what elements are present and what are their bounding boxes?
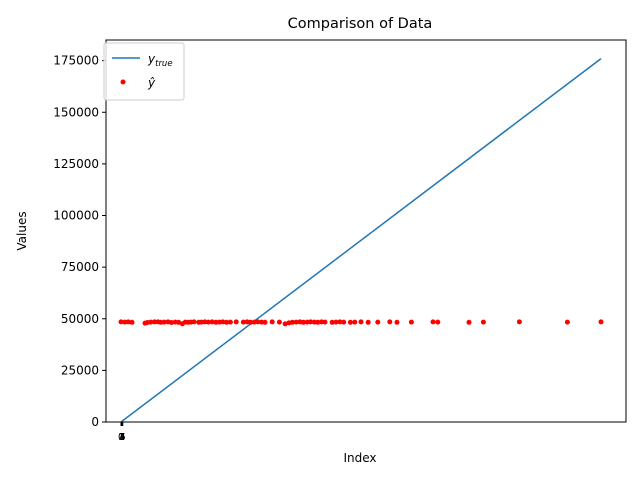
data-point-y-hat — [358, 319, 364, 325]
data-point-y-hat — [205, 319, 211, 325]
data-point-y-hat — [282, 321, 288, 327]
data-point-y-hat — [148, 319, 154, 325]
data-point-y-hat — [352, 319, 358, 325]
data-point-y-hat — [375, 319, 381, 325]
y-tick-label: 50000 — [61, 312, 99, 326]
data-point-y-hat — [161, 319, 167, 325]
data-point-y-hat — [394, 319, 400, 325]
data-point-y-hat — [293, 319, 299, 325]
data-point-y-hat — [269, 319, 275, 325]
x-tick-label: 5 — [120, 432, 126, 443]
data-point-y-hat — [233, 319, 239, 325]
data-point-y-hat — [129, 319, 135, 325]
y-tick-label: 150000 — [53, 105, 99, 119]
data-point-y-hat — [118, 319, 124, 325]
y-tick-label: 100000 — [53, 209, 99, 223]
data-point-y-hat — [466, 319, 472, 325]
data-point-y-hat — [262, 319, 268, 325]
data-point-y-hat — [276, 319, 282, 325]
x-tick-label: 0 — [118, 432, 124, 443]
data-point-y-hat — [564, 319, 570, 325]
series-line-y-true — [120, 58, 602, 423]
data-point-y-hat — [240, 319, 246, 325]
legend-box — [103, 42, 185, 101]
chart-title: Comparison of Data — [288, 16, 433, 32]
y-axis-label: Values — [15, 211, 29, 250]
y-tick-label: 175000 — [53, 54, 99, 68]
data-point-y-hat — [255, 319, 261, 325]
data-point-y-hat — [315, 319, 321, 325]
data-point-y-hat — [341, 319, 347, 325]
data-point-y-hat — [598, 319, 604, 325]
legend-label-y-true: ytrue — [147, 52, 173, 69]
data-point-y-hat — [435, 319, 441, 325]
y-tick-label: 75000 — [61, 260, 99, 274]
plot-frame — [105, 39, 627, 423]
y-tick-label: 25000 — [61, 363, 99, 377]
data-point-y-hat — [308, 319, 314, 325]
y-tick-label: 125000 — [53, 157, 99, 171]
plot-data-layer — [118, 58, 604, 423]
data-point-y-hat — [516, 319, 522, 325]
data-point-y-hat — [125, 319, 131, 325]
data-point-y-hat — [300, 319, 306, 325]
data-point-y-hat — [227, 319, 233, 325]
legend-label-y-hat: ŷ — [147, 76, 156, 90]
data-point-y-hat — [337, 319, 343, 325]
data-point-y-hat — [224, 319, 230, 325]
data-point-y-hat — [347, 319, 353, 325]
data-point-y-hat — [430, 319, 436, 325]
data-point-y-hat — [322, 319, 328, 325]
data-point-y-hat — [408, 319, 414, 325]
data-point-y-hat — [387, 319, 393, 325]
data-point-y-hat — [480, 319, 486, 325]
data-point-y-hat — [329, 319, 335, 325]
x-tick-label: 2 — [119, 432, 125, 443]
x-tick-label: 1 — [118, 432, 124, 443]
legend: ytrue ŷ — [103, 42, 185, 101]
data-point-y-hat — [209, 319, 215, 325]
x-tick-label: 4 — [119, 432, 125, 443]
data-point-y-hat — [176, 319, 182, 325]
y-tick-label: 0 — [91, 415, 99, 429]
data-point-y-hat — [289, 319, 295, 325]
data-point-y-hat — [168, 320, 174, 325]
data-point-y-hat — [220, 319, 226, 325]
data-point-y-hat — [248, 319, 254, 325]
y-axis: 0 25000 50000 75000 100000 125000 150000 175000 — [53, 54, 106, 429]
data-point-y-hat — [191, 319, 197, 325]
x-tick-label: 3 — [119, 432, 125, 443]
legend-point-swatch — [120, 79, 126, 85]
x-axis-label: Index — [343, 451, 376, 465]
data-point-y-hat — [365, 319, 371, 325]
data-point-y-hat — [333, 319, 339, 325]
